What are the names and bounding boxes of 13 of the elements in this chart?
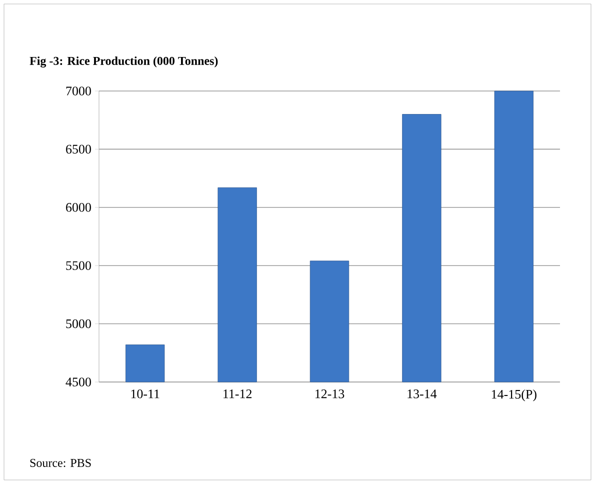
x-tick-label: 14-15(P) bbox=[492, 390, 536, 402]
chart-title: Fig -3: Rice Production (000 Tonnes) bbox=[30, 56, 218, 68]
x-tick-label: 13-14 bbox=[408, 390, 437, 398]
x-tick-label: 12-13 bbox=[315, 390, 344, 398]
y-tick-label: 7000 bbox=[66, 86, 91, 96]
y-tick-label: 6000 bbox=[66, 203, 91, 212]
y-tick-label: 5000 bbox=[66, 319, 91, 328]
source-note: Source: PBS bbox=[30, 458, 91, 468]
x-tick-label: 10-11 bbox=[131, 390, 160, 398]
y-tick-label: 6500 bbox=[66, 144, 91, 154]
y-tick-label: 4500 bbox=[66, 378, 91, 386]
y-tick-label: 5500 bbox=[66, 261, 91, 270]
x-tick-label: 11-12 bbox=[224, 390, 252, 398]
